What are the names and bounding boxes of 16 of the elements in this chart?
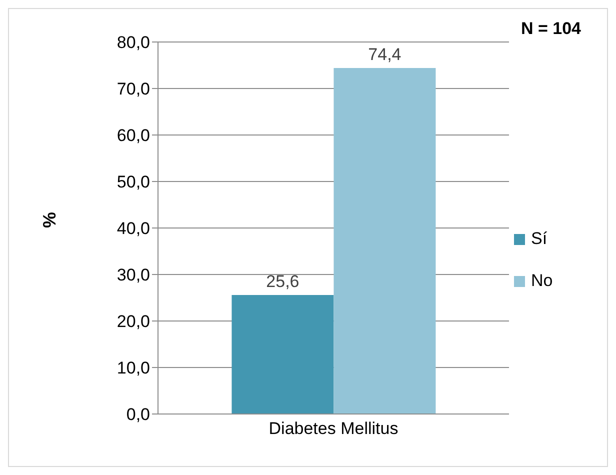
y-tick-label: 40,0 <box>116 219 150 238</box>
y-tick-label: 10,0 <box>116 358 150 378</box>
data-label: 74,4 <box>368 45 402 64</box>
x-tick-label: Diabetes Mellitus <box>268 419 398 438</box>
legend-label: No <box>531 271 553 291</box>
legend-label: Sí <box>531 229 548 249</box>
y-tick-label: 80,0 <box>116 33 150 52</box>
y-tick-label: 60,0 <box>116 126 150 146</box>
y-tick-label: 30,0 <box>116 266 150 285</box>
text: N = 104 <box>521 19 582 39</box>
y-axis-title: % <box>39 212 60 228</box>
y-tick-label: 0,0 <box>126 405 150 424</box>
y-tick-label: 70,0 <box>116 80 150 99</box>
data-label: 25,6 <box>266 272 300 291</box>
y-tick-label: 50,0 <box>116 172 150 192</box>
y-tick-label: 20,0 <box>116 312 150 332</box>
